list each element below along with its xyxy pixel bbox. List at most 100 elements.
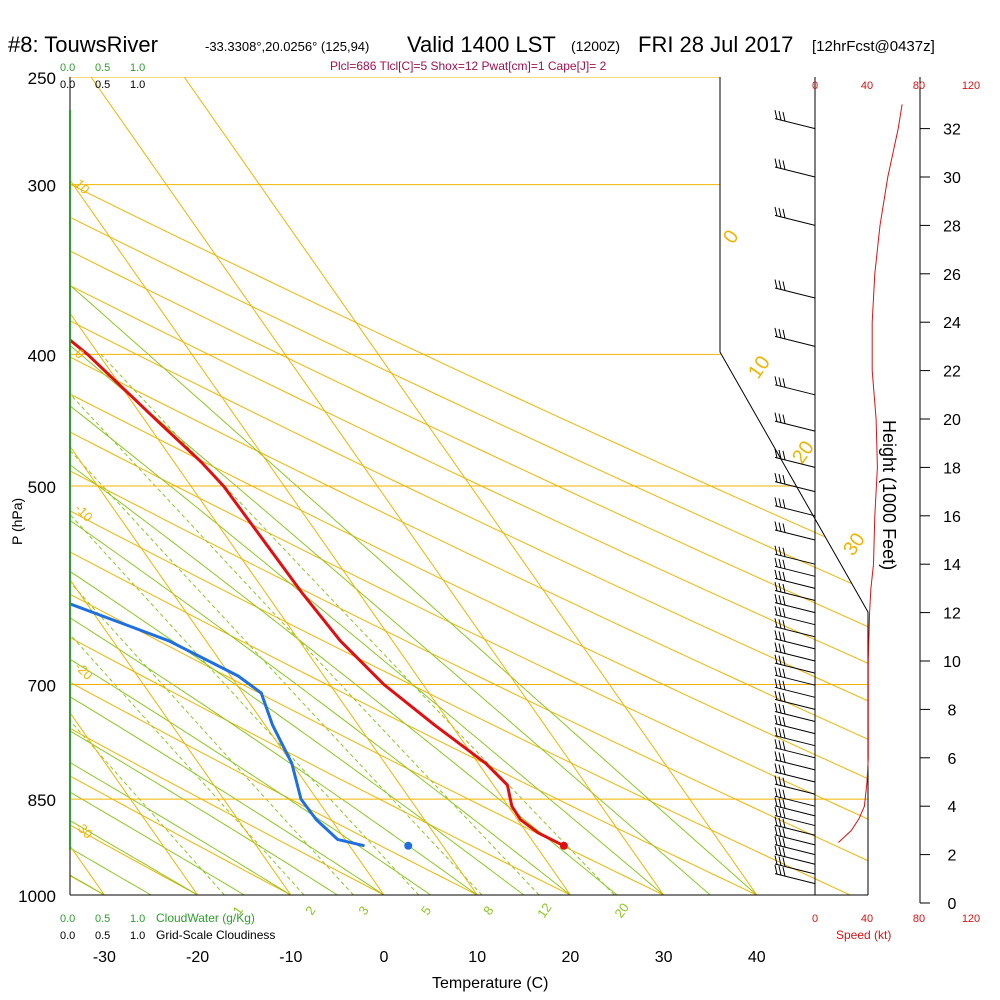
wind-barb [774,497,816,517]
dry-adiabat [70,77,868,895]
height-tick-label: 8 [948,702,957,719]
moist-adiabat [70,77,292,895]
speed-axis-label: Speed (kt) [836,928,891,942]
temperature-tick-label: -10 [279,949,302,966]
moist-adiabat [70,77,664,895]
dry-adiabat [70,77,868,895]
wind-barb [774,787,816,807]
temperature-tick-label: 30 [655,949,673,966]
moist-adiabat [70,77,338,895]
cloudiness-scale-bottom-2: 1.0 [130,930,145,942]
cloudiness-label: Grid-Scale Cloudiness [156,928,275,942]
mixing-ratio-line [70,353,420,895]
moist-adiabat [70,77,525,895]
height-axis-label: Height (1000 Feet) [879,420,899,570]
wind-barb [774,412,816,432]
mixing-ratio-label: 12 [534,900,555,920]
temperature-tick-label: -30 [93,949,116,966]
moist-adiabat [70,77,758,895]
wind-barb [774,158,816,178]
height-tick-label: 18 [943,460,961,477]
wind-barb [774,279,816,299]
surface-temperature-point [559,841,568,850]
dry-adiabat [70,77,868,895]
height-tick-label: 16 [943,509,961,526]
wind-barb [774,727,816,747]
dry-adiabat [70,77,868,895]
moist-adiabat [70,77,478,895]
moist-adiabat [70,77,245,895]
wind-speed-line [838,104,903,843]
wind-barb [774,702,816,722]
valid-time: Valid 1400 LST [407,32,556,57]
pressure-tick-label: 500 [28,478,56,497]
speed-tick-label-top: 80 [913,80,925,92]
pressure-tick-label: 1000 [18,887,56,906]
temperature-tick-label: 20 [562,949,580,966]
forecast-label: [12hrFcst@0437z] [812,38,935,55]
dry-adiabat [70,77,252,895]
cloudiness-scale-bottom-1: 0.5 [95,930,110,942]
wind-barbs [774,109,816,885]
y-axis-label: P (hPa) [9,498,25,545]
wind-barb [774,816,816,836]
dry-adiabat [70,77,346,895]
speed-tick-label-bottom: 80 [913,913,925,925]
height-tick-label: 6 [948,751,957,768]
moist-adiabat [70,77,618,895]
wind-barb [774,845,816,865]
wind-barb [774,448,816,468]
cloudwater-scale-top-1: 0.5 [95,62,110,74]
wind-barb [774,630,816,650]
wind-barb [774,797,816,817]
sounding-indices: Plcl=686 Tlcl[C]=5 Shox=12 Pwat[cm]=1 Ca… [330,59,607,73]
pressure-tick-label: 300 [28,177,56,196]
wind-barb [774,714,816,735]
station-title: #8: TouwsRiver [8,32,158,57]
wind-barb [774,865,816,885]
mixing-ratio-label: 20 [611,900,632,920]
wind-barb [774,678,816,698]
cloudwater-scale-top-0: 0.0 [60,62,75,74]
wind-barb [774,775,816,795]
dry-adiabat [70,77,441,895]
valid-date: FRI 28 Jul 2017 [638,32,793,57]
cloudwater-label: CloudWater (g/Kg) [156,911,255,925]
speed-tick-label-bottom: 40 [861,913,873,925]
valid-time-zulu: (1200Z) [571,38,620,54]
speed-tick-label-bottom: 0 [812,913,818,925]
pressure-tick-label: 700 [28,677,56,696]
speed-tick-label-top: 120 [962,80,980,92]
dry-adiabat [70,77,868,895]
height-tick-label: 20 [943,412,961,429]
wind-barb [774,618,816,638]
pressure-tick-label: 400 [28,346,56,365]
wind-speed-profile [838,104,903,843]
wind-barb [774,654,816,674]
chart-header: #8: TouwsRiver -33.3308°,20.0256° (125,9… [8,32,935,73]
wind-barb [774,593,816,614]
temperature-tick-label: -20 [186,949,209,966]
height-tick-label: 28 [943,218,961,235]
speed-tick-label-top: 0 [812,80,818,92]
wind-barb [774,763,816,783]
height-tick-label: 4 [948,799,957,816]
surface-dewpoint-point [404,841,413,850]
height-tick-label: 22 [943,364,961,381]
cloudwater-scale-top-2: 1.0 [130,62,145,74]
speed-tick-label-top: 40 [861,80,873,92]
wind-barb [774,109,816,130]
dry-adiabat [70,77,535,895]
wind-barb [774,806,816,827]
temperature-tick-label: 0 [380,949,389,966]
wind-barb [774,826,816,846]
wind-barb [774,739,816,759]
mixing-ratio-line [100,353,615,895]
dry-adiabat [70,77,630,895]
wind-barb [774,545,816,565]
cloudiness-scale-top-1: 0.5 [95,79,110,91]
isotherm [70,77,292,895]
wind-barb [774,376,816,396]
height-tick-label: 26 [943,267,961,284]
